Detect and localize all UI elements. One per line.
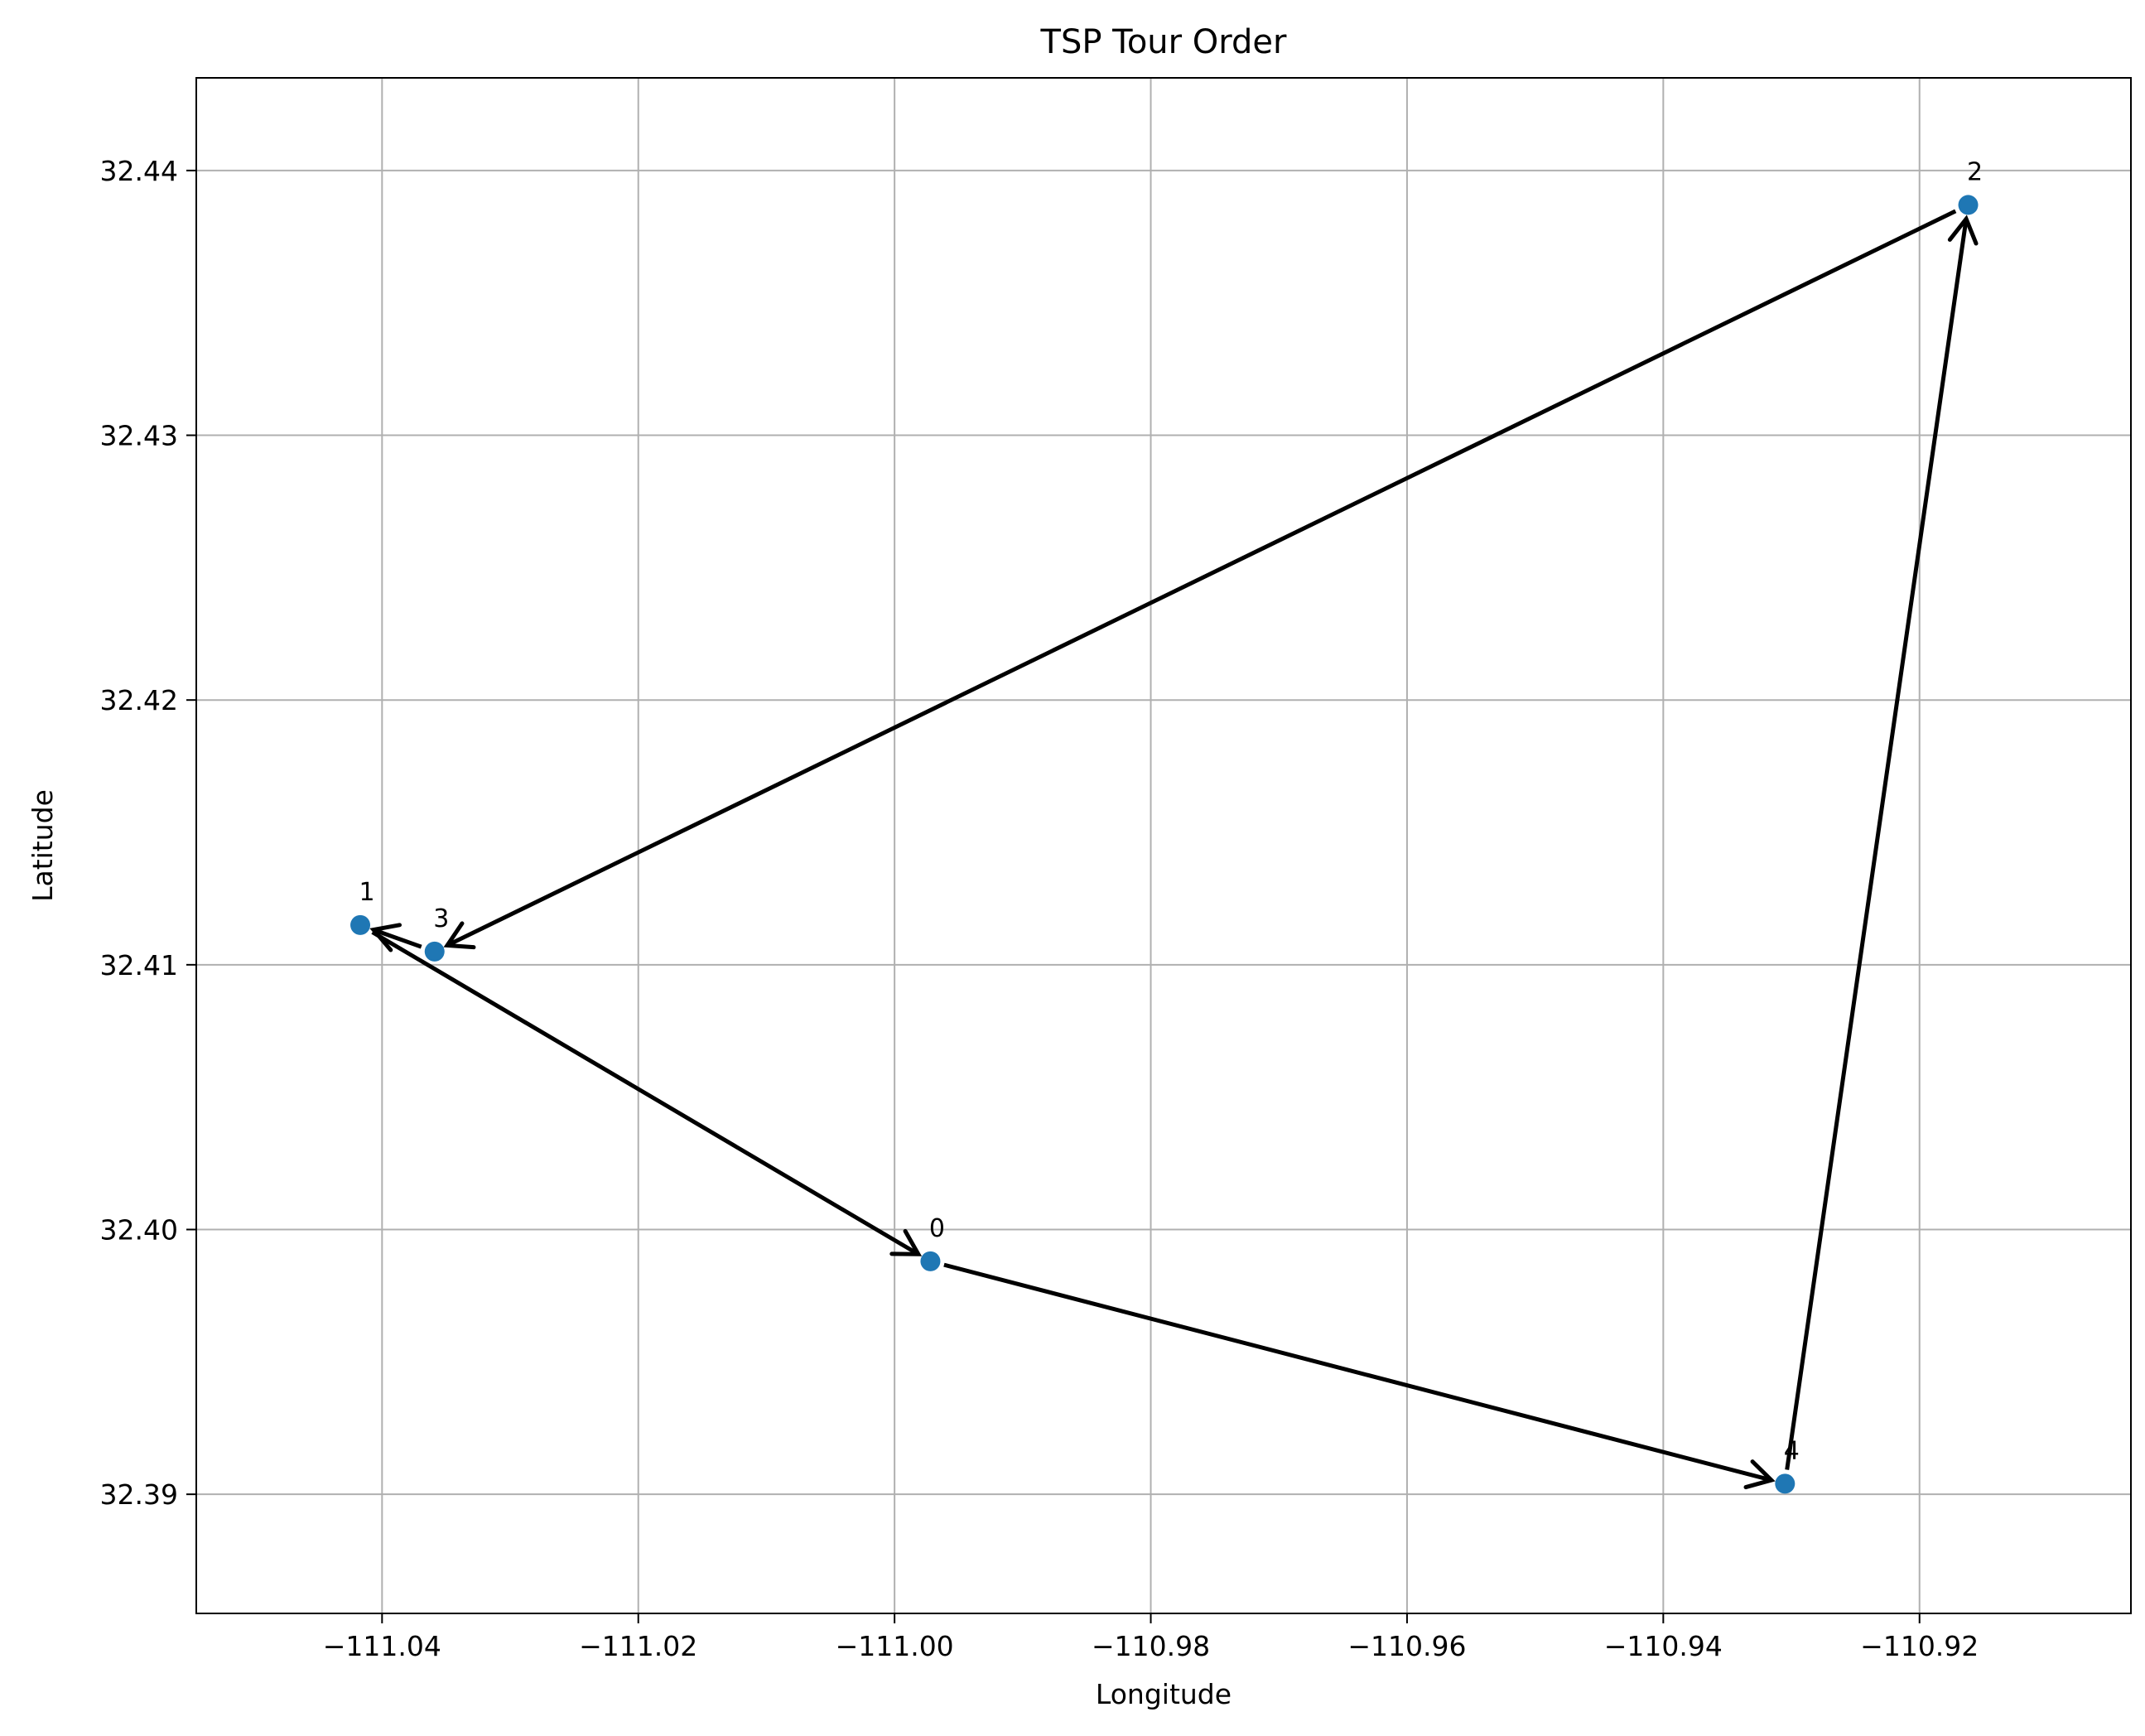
point-labels: 0 1 2 3 4 (359, 157, 1983, 1465)
y-tick-label: 32.42 (100, 684, 178, 716)
tour-point (1775, 1473, 1796, 1494)
arrow-head (889, 1228, 923, 1256)
tour-arrow (371, 930, 923, 1256)
tour-point (350, 914, 371, 935)
point-label: 2 (1967, 157, 1983, 186)
tour-arrow (1785, 215, 1979, 1470)
tour-points (350, 195, 1979, 1494)
plot-frame (195, 77, 2132, 1614)
tour-point (424, 941, 445, 962)
tour-arrow (443, 209, 1957, 950)
tour-point (920, 1251, 941, 1271)
arrow-shaft (373, 928, 422, 949)
y-tick-label: 32.44 (100, 155, 178, 187)
point-label: 3 (433, 904, 449, 933)
arrow-shaft (943, 1262, 1772, 1483)
axis-ticks: −111.04 −111.02 −111.00 −110.98 −110.96 −110.… (100, 155, 1979, 1662)
tour-arrow (369, 923, 422, 952)
x-tick-label: −111.02 (579, 1630, 697, 1662)
arrow-head (443, 921, 476, 950)
tour-arrow (943, 1262, 1776, 1490)
arrow-shaft (371, 930, 920, 1256)
arrow-head (1743, 1459, 1776, 1490)
arrow-shaft (446, 209, 1957, 948)
x-tick-label: −110.94 (1604, 1630, 1723, 1662)
tour-point (1958, 195, 1979, 215)
y-tick-label: 32.39 (100, 1478, 178, 1511)
y-tick-label: 32.43 (100, 420, 178, 452)
x-tick-label: −111.00 (836, 1630, 954, 1662)
x-tick-label: −111.04 (323, 1630, 441, 1662)
grid (196, 78, 2131, 1613)
tour-arrows (369, 209, 1979, 1490)
point-label: 0 (929, 1214, 945, 1243)
y-tick-label: 32.40 (100, 1214, 178, 1247)
y-axis-title: Latitude (27, 789, 59, 902)
x-tick-label: −110.98 (1092, 1630, 1210, 1662)
point-label: 4 (1784, 1436, 1800, 1465)
y-tick-label: 32.41 (100, 949, 178, 981)
x-axis-title: Longitude (1096, 1678, 1232, 1710)
point-label: 1 (359, 878, 374, 907)
arrow-shaft (1785, 218, 1969, 1470)
x-tick-label: −110.96 (1347, 1630, 1466, 1662)
x-tick-label: −110.92 (1860, 1630, 1979, 1662)
arrow-head (1947, 215, 1979, 246)
arrow-head (369, 923, 402, 952)
chart-title: TSP Tour Order (1040, 23, 1288, 61)
